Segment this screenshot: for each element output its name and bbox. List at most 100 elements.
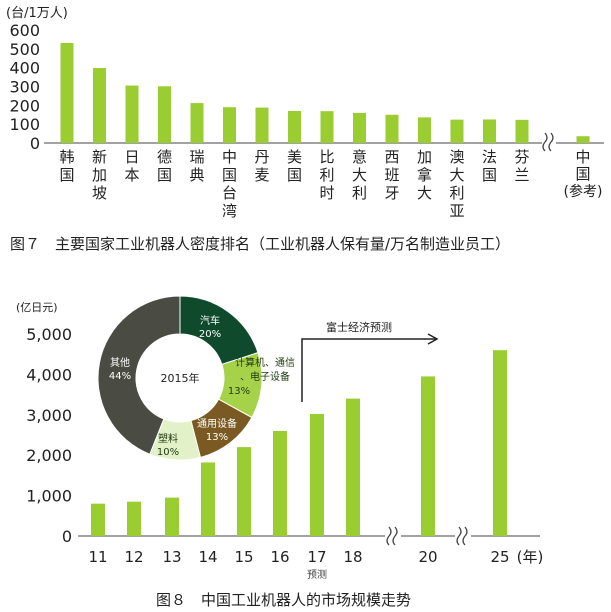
- chart8-forecast-arrow-head: [427, 333, 439, 345]
- chart7-y-tick: 0: [30, 134, 40, 153]
- chart7-x-label: 麦: [254, 166, 269, 184]
- chart7-x-label: 韩: [59, 148, 74, 166]
- chart7-bar: [93, 68, 106, 143]
- chart8-x-label: 18: [343, 548, 362, 566]
- chart7-x-label: 比: [319, 148, 334, 166]
- chart8-bar: [165, 497, 179, 536]
- chart7-x-label: 西: [384, 148, 399, 166]
- chart8-bar: [346, 398, 360, 536]
- pie-center-label: 2015年: [161, 371, 200, 385]
- chart7-x-label: 兰: [514, 166, 529, 184]
- chart7-x-label: 大: [352, 166, 367, 184]
- pie-slice-label: 其他: [110, 356, 130, 369]
- chart7-y-tick: 200: [9, 96, 40, 115]
- pie-slice-pct: 10%: [157, 447, 179, 458]
- chart8-forecast-arrow-label: 富士经济预测: [326, 320, 392, 334]
- chart7-y-tick: 600: [9, 21, 40, 40]
- chart7-x-label: 亚: [449, 202, 464, 220]
- chart7-bar: [158, 86, 171, 143]
- chart7-bar: [60, 42, 74, 144]
- chart7-bar: [190, 103, 204, 143]
- chart8-x-label: 14: [198, 548, 217, 566]
- chart8-x-label: 20: [418, 548, 437, 566]
- chart8-bar: [310, 413, 324, 536]
- chart7-x-label: 台: [222, 184, 237, 202]
- chart7-x-label: 中: [222, 148, 237, 166]
- chart8-bar: [273, 430, 287, 536]
- chart7-x-label: 瑞: [189, 148, 204, 166]
- chart7-x-label: 利: [352, 184, 367, 202]
- chart8-bar: [127, 501, 141, 536]
- chart8-axis-break: [386, 526, 392, 546]
- chart7-x-label: 大: [417, 184, 432, 202]
- robot-density-chart: (台/1万人)0100200300400500600韩国新加坡日本德国瑞典中国台…: [6, 6, 604, 220]
- chart8-y-tick: 1,000: [26, 487, 72, 506]
- chart7-x-label: 澳: [449, 148, 464, 166]
- chart7-x-label: 国: [575, 165, 590, 183]
- chart7-x-label: 加: [417, 148, 432, 166]
- chart7-x-label: 丹: [254, 148, 269, 166]
- pie-slice-pct: 20%: [199, 329, 221, 340]
- chart7-y-tick: 400: [9, 59, 40, 78]
- pie-slice-pct: 44%: [109, 371, 131, 382]
- chart8-x-label: 25: [490, 548, 509, 566]
- chart7-x-label: 意: [352, 148, 367, 166]
- pie-slice-label: 汽车: [200, 314, 220, 327]
- chart7-x-label: 班: [384, 166, 399, 184]
- chart8-bar: [237, 447, 251, 536]
- chart8-y-tick: 2,000: [26, 446, 72, 465]
- chart8-y-tick: 4,000: [26, 365, 72, 384]
- chart7-x-label: 国: [222, 166, 237, 184]
- chart7-x-label: 国: [59, 166, 74, 184]
- chart8-forecast-arrow-line: [301, 338, 436, 402]
- chart7-bar: [288, 110, 301, 143]
- chart7-axis-break: [542, 132, 548, 152]
- chart8-y-unit: (亿日元): [16, 301, 58, 314]
- pie-slice-label: 计算机、通信: [235, 356, 295, 369]
- chart7-bar: [576, 136, 590, 143]
- chart7-x-label: 加: [92, 166, 107, 184]
- chart7-x-label: 坡: [92, 184, 107, 202]
- chart7-x-label: 法: [482, 148, 497, 166]
- chart8-bar: [91, 503, 105, 536]
- chart7-x-label: 美: [287, 148, 302, 166]
- chart8-bar: [493, 350, 507, 536]
- chart7-bar: [418, 117, 431, 143]
- pie-slice-pct: 13%: [228, 386, 250, 397]
- chart7-x-label: 利: [319, 166, 334, 184]
- chart8-x-label: 13: [162, 548, 181, 566]
- chart7-axis-break: [548, 132, 554, 152]
- chart7-bar: [255, 107, 269, 143]
- chart7-x-label: 德: [157, 148, 172, 166]
- chart7-bar: [320, 111, 334, 143]
- chart8-x-label: 16: [270, 548, 289, 566]
- chart7-x-label: 芬: [514, 148, 529, 166]
- pie-slice-pct: 13%: [206, 432, 228, 443]
- chart8-axis-break: [456, 526, 462, 546]
- chart7-x-label: 国: [287, 166, 302, 184]
- chart8-axis-break: [392, 526, 398, 546]
- chart8-bar: [421, 376, 435, 536]
- chart7-x-label: 国: [157, 166, 172, 184]
- chart7-bar: [450, 119, 464, 143]
- chart7-x-label: (参考): [564, 183, 603, 200]
- chart8-x-label: 17: [307, 548, 326, 566]
- pie-slice-label: 塑料: [158, 432, 178, 445]
- chart7-x-label: 牙: [384, 184, 399, 202]
- chart7-caption: 图７ 主要国家工业机器人密度排名（工业机器人保有量/万名制造业员工）: [10, 235, 511, 253]
- chart8-x-label: 15: [234, 548, 253, 566]
- chart7-bar: [385, 114, 399, 143]
- chart7-bar: [353, 112, 366, 143]
- chart7-x-label: 中: [575, 148, 590, 166]
- chart8-x-label: 11: [88, 548, 107, 566]
- chart7-x-label: 国: [482, 166, 497, 184]
- chart7-y-tick: 100: [9, 115, 40, 134]
- chart8-y-tick: 5,000: [26, 325, 72, 344]
- chart7-x-label: 拿: [417, 166, 432, 184]
- chart7-x-label: 时: [319, 184, 334, 202]
- chart8-caption: 图８ 中国工业机器人的市场规模走势: [156, 591, 412, 609]
- chart7-bar: [125, 85, 139, 143]
- chart8-y-tick: 3,000: [26, 406, 72, 425]
- chart8-bar: [201, 462, 215, 536]
